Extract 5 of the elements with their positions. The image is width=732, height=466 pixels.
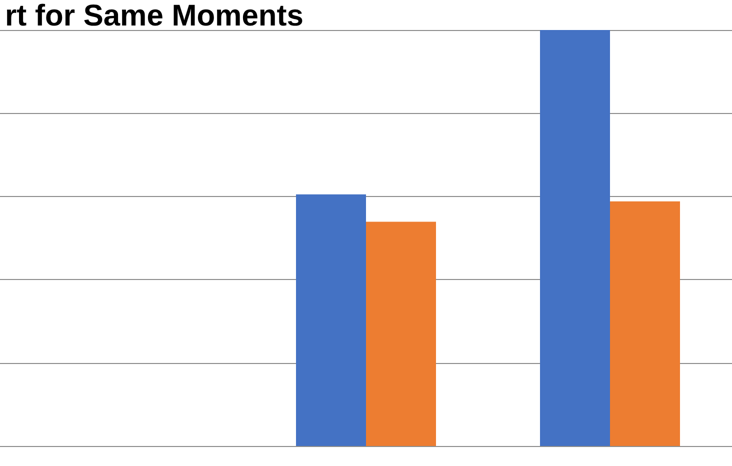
bar xyxy=(296,194,366,446)
bar xyxy=(366,222,436,446)
bar xyxy=(610,201,680,446)
bar xyxy=(540,30,610,446)
chart-title: rt for Same Moments xyxy=(5,0,304,32)
